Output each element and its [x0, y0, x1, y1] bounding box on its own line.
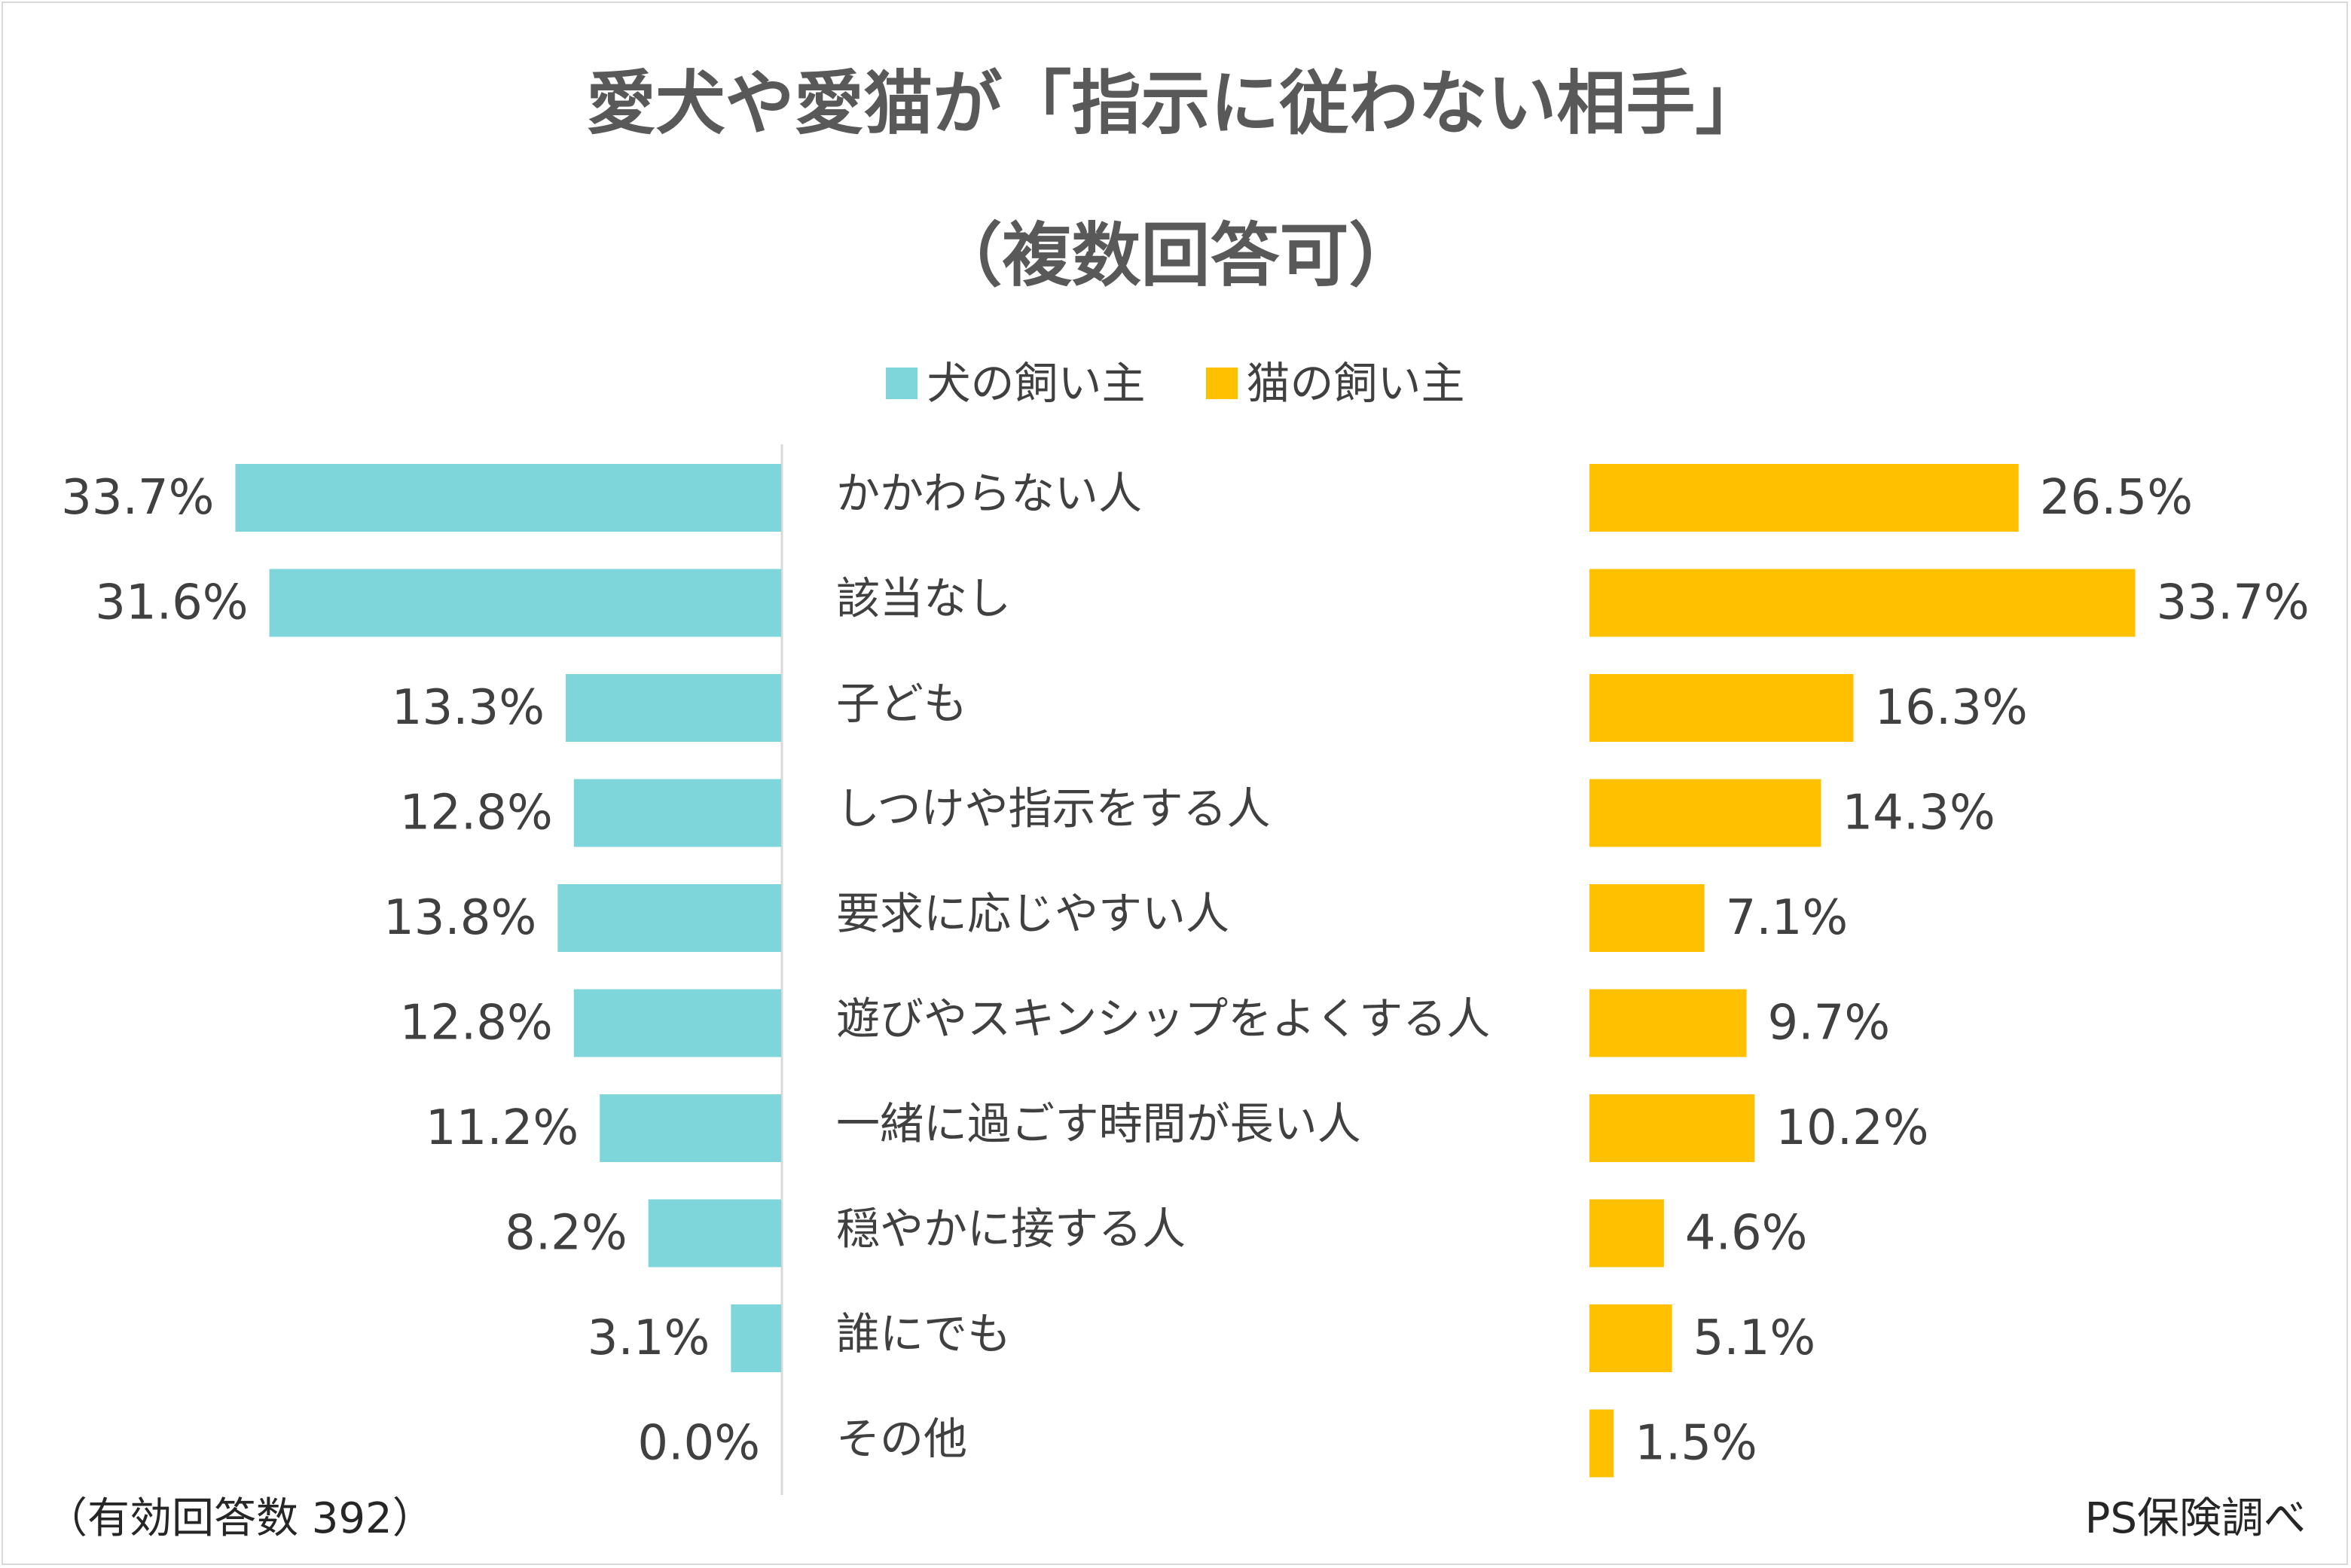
dog-value-label-6: 11.2% — [426, 1100, 579, 1156]
cat-value-label-7: 4.6% — [1685, 1206, 1808, 1261]
cat-value-label-1: 33.7% — [2157, 575, 2310, 631]
category-label-0: かかわらない人 — [836, 468, 1142, 519]
cat-value-label-5: 9.7% — [1768, 996, 1891, 1051]
dog-bar-0 — [235, 464, 781, 532]
cat-bar-6 — [1589, 1094, 1755, 1162]
dog-value-label-7: 8.2% — [505, 1206, 627, 1261]
dog-value-label-8: 3.1% — [588, 1310, 710, 1366]
legend-item-dog: 犬の飼い主 — [886, 348, 1146, 411]
dog-value-label-9: 0.0% — [637, 1416, 760, 1472]
dog-bar-3 — [573, 779, 781, 847]
category-label-4: 要求に応じやすい人 — [836, 888, 1229, 939]
cat-bar-1 — [1589, 569, 2136, 637]
dog-value-label-1: 31.6% — [95, 575, 248, 631]
cat-bar-3 — [1589, 779, 1821, 847]
sample-size-note: （有効回答数 392） — [45, 1494, 435, 1543]
chart-subtitle: （複数回答可） — [933, 215, 1418, 296]
source-note: PS保険調べ — [2084, 1494, 2306, 1543]
cat-bar-8 — [1589, 1304, 1672, 1372]
cat-bar-2 — [1589, 674, 1854, 742]
cat-bar-7 — [1589, 1199, 1664, 1268]
dog-value-label-4: 13.8% — [383, 890, 536, 946]
legend: 犬の飼い主 猫の飼い主 — [0, 348, 2351, 411]
legend-label-cat: 猫の飼い主 — [1246, 358, 1465, 409]
legend-item-cat: 猫の飼い主 — [1205, 348, 1465, 411]
cat-bar-5 — [1589, 989, 1747, 1057]
dog-bar-8 — [731, 1304, 781, 1372]
category-label-7: 穏やかに接する人 — [836, 1203, 1186, 1255]
cat-value-label-3: 14.3% — [1842, 786, 1995, 841]
dog-bar-4 — [557, 884, 781, 952]
category-label-8: 誰にでも — [836, 1308, 1011, 1359]
dog-bar-1 — [269, 569, 782, 637]
category-label-6: 一緒に過ごす時間が長い人 — [836, 1098, 1361, 1149]
dog-bar-2 — [566, 674, 781, 742]
cat-value-label-0: 26.5% — [2040, 470, 2193, 526]
dog-bar-6 — [600, 1094, 781, 1162]
dog-bar-5 — [573, 989, 781, 1057]
dog-value-label-2: 13.3% — [392, 680, 545, 736]
chart-title: 愛犬や愛猫が「指示に従わない相手」 — [586, 63, 1765, 144]
legend-swatch-dog — [886, 368, 918, 399]
category-label-1: 該当なし — [836, 573, 1011, 624]
category-label-2: 子ども — [836, 678, 967, 729]
cat-value-label-6: 10.2% — [1775, 1100, 1928, 1156]
dog-bar-7 — [648, 1199, 781, 1268]
cat-bar-0 — [1589, 464, 2019, 532]
dog-value-label-0: 33.7% — [61, 470, 214, 526]
dog-value-label-5: 12.8% — [399, 996, 552, 1051]
cat-value-label-9: 1.5% — [1635, 1416, 1757, 1472]
category-label-5: 遊びやスキンシップをよくする人 — [836, 993, 1490, 1045]
category-label-9: その他 — [836, 1414, 967, 1465]
cat-value-label-8: 5.1% — [1693, 1310, 1816, 1366]
cat-bar-9 — [1589, 1409, 1614, 1478]
legend-swatch-cat — [1205, 368, 1238, 399]
cat-value-label-4: 7.1% — [1726, 890, 1849, 946]
legend-label-dog: 犬の飼い主 — [927, 358, 1146, 409]
category-label-3: しつけや指示をする人 — [836, 783, 1271, 834]
dog-value-label-3: 12.8% — [399, 786, 552, 841]
cat-bar-4 — [1589, 884, 1705, 952]
cat-value-label-2: 16.3% — [1874, 680, 2027, 736]
